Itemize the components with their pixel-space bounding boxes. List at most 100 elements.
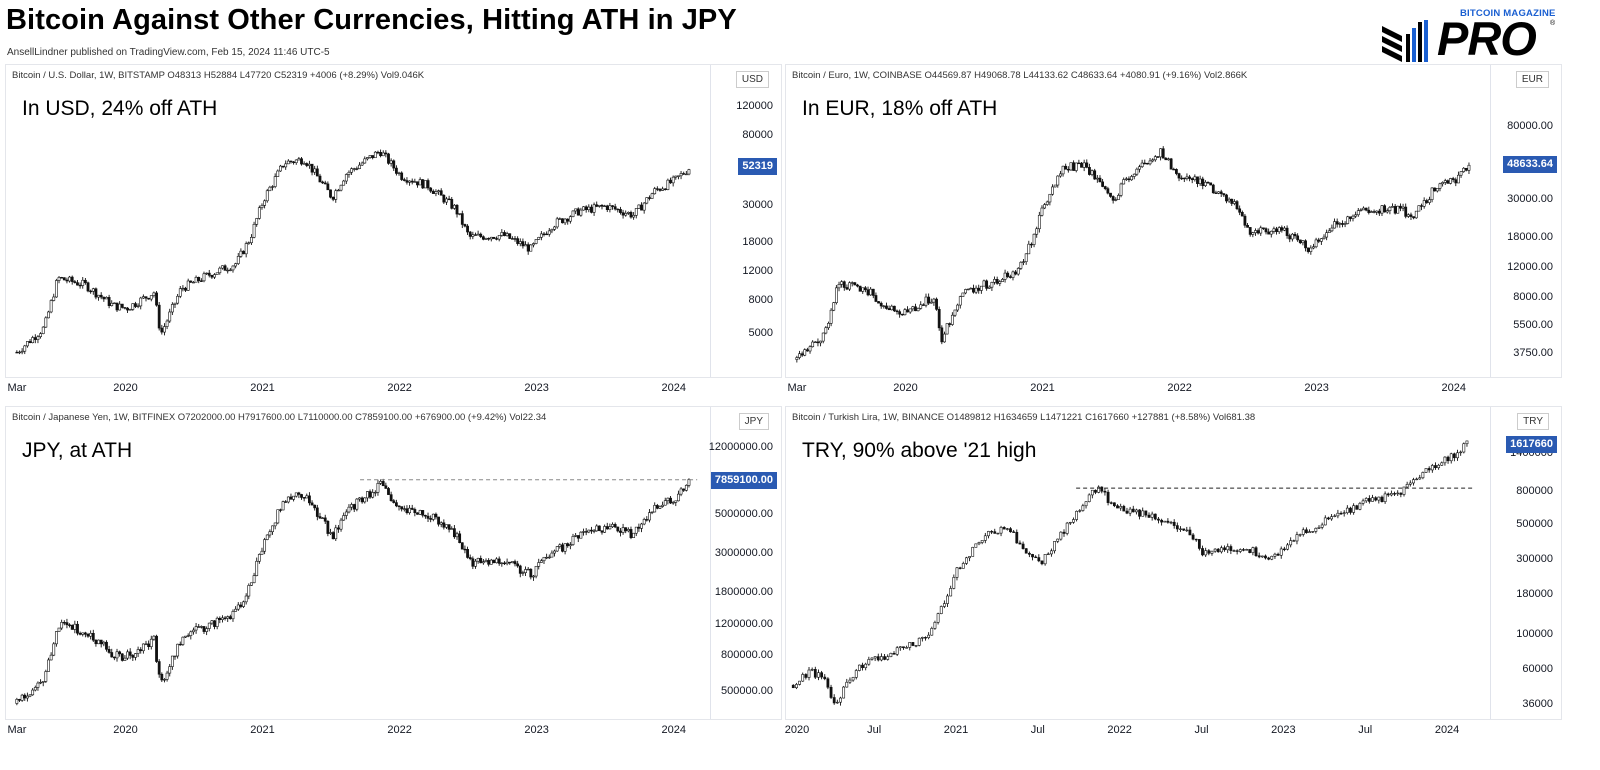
candle-body	[687, 479, 691, 486]
candle-body	[199, 626, 203, 628]
candle-body	[563, 218, 567, 224]
time-axis[interactable]: 2020 Jul 2021 Jul 2022 Jul 2023 Jul 2024	[785, 722, 1492, 738]
candle-body	[1015, 531, 1019, 544]
candle-body	[611, 205, 614, 207]
candle-body	[1111, 196, 1115, 201]
candle-body	[205, 628, 209, 632]
candle-body	[945, 323, 949, 335]
candle-body	[1270, 555, 1274, 560]
candle-body	[431, 190, 435, 194]
candle-body	[1213, 548, 1217, 552]
candle-body	[1172, 168, 1176, 171]
price-axis[interactable]	[1490, 65, 1491, 377]
currency-label[interactable]: USD	[735, 71, 769, 88]
currency-label[interactable]: JPY	[738, 413, 769, 430]
candle-body	[342, 180, 346, 186]
price-axis[interactable]	[1490, 407, 1491, 719]
candle-body	[255, 218, 259, 225]
price-chart-usd[interactable]	[6, 65, 713, 378]
price-chart-jpy[interactable]	[6, 407, 713, 720]
candle-body	[961, 292, 965, 297]
price-chart-try[interactable]	[786, 407, 1493, 720]
candle-body	[1141, 510, 1145, 517]
candle-body	[679, 173, 683, 177]
candle-body	[421, 179, 425, 189]
candle-body	[950, 314, 954, 325]
candle-body	[503, 562, 506, 565]
candle-body	[804, 674, 808, 678]
candle-body	[671, 502, 675, 504]
candle-body	[576, 535, 580, 539]
candle-body	[1227, 198, 1231, 202]
candle-body	[400, 172, 404, 180]
candle-body	[1434, 465, 1437, 469]
candle-body	[450, 199, 454, 209]
candle-body	[1256, 230, 1260, 234]
candle-body	[566, 218, 570, 222]
candle-body	[308, 495, 311, 504]
candle-body	[144, 296, 148, 299]
candle-body	[149, 638, 153, 647]
candle-body	[139, 649, 143, 652]
candle-body	[257, 554, 261, 562]
candle-body	[392, 160, 396, 169]
time-axis[interactable]: Mar 2020 2021 2022 2023 2024	[785, 380, 1492, 396]
candle-body	[384, 152, 388, 155]
candle-body	[929, 301, 933, 304]
candle-body	[503, 232, 506, 237]
candle-body	[1204, 550, 1208, 556]
candle-body	[516, 563, 520, 567]
price-chart-eur[interactable]	[786, 65, 1493, 378]
x-tick-label: Jul	[1030, 724, 1045, 736]
last-price-tag: 1617660	[1506, 436, 1557, 454]
candle-body	[584, 206, 588, 211]
candle-body	[305, 163, 309, 166]
currency-label[interactable]: TRY	[1517, 413, 1549, 430]
candle-body	[545, 233, 549, 236]
candle-body	[495, 558, 498, 564]
candle-body	[990, 531, 994, 533]
candle-body	[426, 180, 430, 189]
candle-body	[1080, 162, 1083, 168]
candle-body	[479, 233, 483, 237]
candle-body	[1285, 227, 1289, 236]
candle-body	[1435, 188, 1439, 192]
candle-body	[1433, 187, 1437, 192]
candle-body	[1101, 181, 1104, 187]
time-axis[interactable]: Mar 2020 2021 2022 2023 2024	[5, 722, 712, 738]
currency-label[interactable]: EUR	[1515, 71, 1549, 88]
candle-body	[460, 213, 464, 225]
candle-body	[1346, 216, 1350, 224]
candle-body	[273, 522, 277, 527]
candle-body	[1421, 472, 1425, 479]
candle-body	[1090, 489, 1094, 496]
candle-body	[1420, 205, 1423, 207]
candle-body	[163, 326, 166, 333]
candle-body	[1193, 176, 1197, 181]
candle-body	[820, 672, 824, 678]
candle-body	[1216, 548, 1220, 553]
candle-body	[355, 168, 359, 170]
candle-body	[648, 512, 651, 521]
candle-body	[1196, 176, 1199, 184]
candle-body	[524, 569, 527, 573]
candle-body	[70, 276, 74, 282]
candle-body	[416, 512, 419, 515]
candle-body	[621, 527, 625, 533]
candle-body	[521, 572, 525, 574]
candle-body	[89, 290, 93, 293]
candle-body	[1295, 534, 1299, 542]
logo-bars-icon	[1382, 20, 1428, 62]
price-axis[interactable]	[710, 407, 711, 719]
price-axis[interactable]	[710, 65, 711, 377]
candle-body	[1273, 553, 1277, 557]
time-axis[interactable]: Mar 2020 2021 2022 2023 2024	[5, 380, 712, 396]
candle-body	[149, 295, 153, 300]
candle-body	[78, 284, 82, 287]
candle-body	[1088, 167, 1091, 175]
candle-body	[505, 561, 509, 565]
candle-body	[368, 491, 372, 498]
candle-body	[650, 511, 654, 514]
candle-body	[576, 208, 580, 216]
candle-body	[181, 287, 185, 290]
